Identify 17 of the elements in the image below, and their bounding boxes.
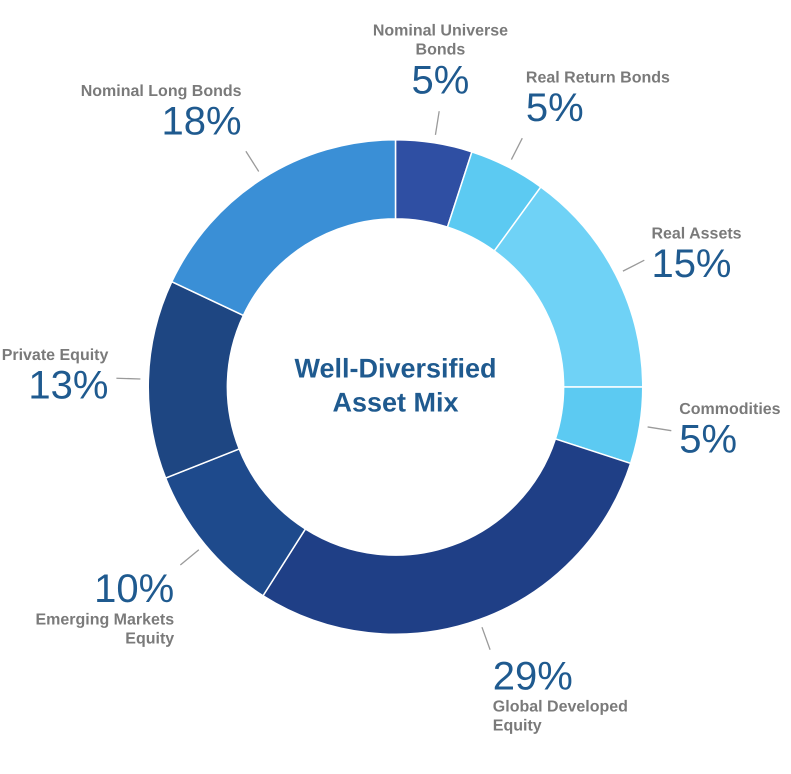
data-label: 5% [412,58,470,102]
slice-label: Real Assets [651,225,742,242]
data-label: 18% [162,100,242,144]
slice-label: Emerging Markets Equity [35,612,174,648]
data-label: 13% [28,364,108,408]
slice-label: Private Equity [2,346,108,364]
text: Well-Diversified Asset Mix [294,353,497,418]
slice-label: Global Developed Equity [492,698,628,735]
slice-label: Nominal Universe Bonds [372,22,508,59]
data-label: 5% [526,86,584,130]
data-label: 29% [492,654,573,698]
slice-label: Commodities [679,400,781,418]
slice-label: Real Return Bonds [526,69,670,86]
data-label: 10% [94,567,174,612]
data-label: 5% [679,417,738,462]
data-label: 15% [651,242,732,286]
slice-label: Nominal Long Bonds [80,82,242,100]
